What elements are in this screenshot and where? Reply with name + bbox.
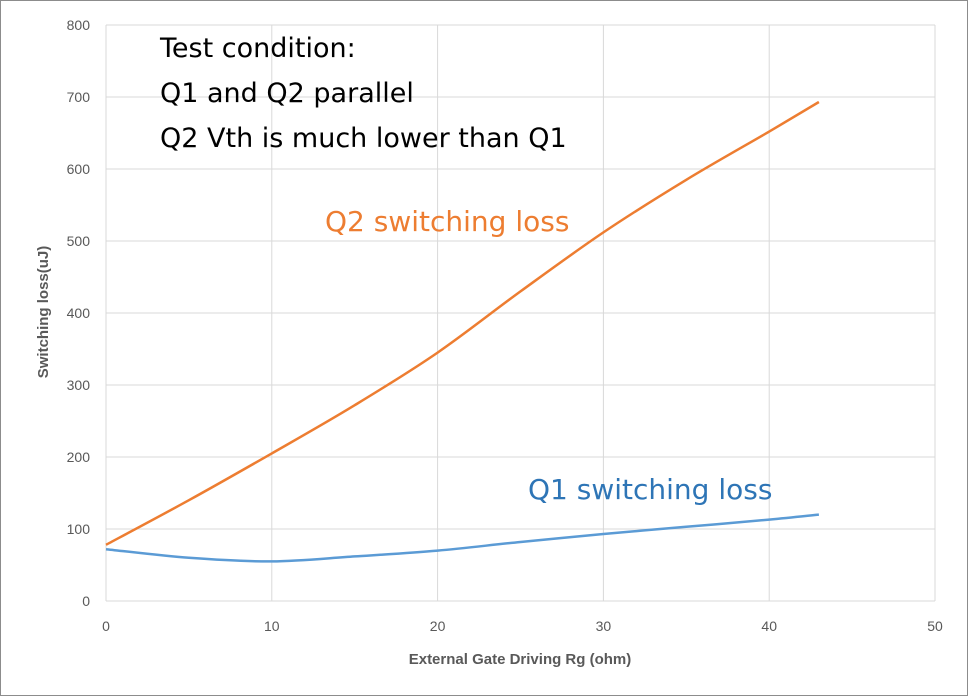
test-condition-line-2: Q1 and Q2 parallel xyxy=(160,78,414,109)
series-label-q1: Q1 switching loss xyxy=(528,473,772,506)
test-condition-line-1: Test condition: xyxy=(159,33,356,64)
y-tick-label: 600 xyxy=(67,161,91,177)
y-tick-label: 500 xyxy=(67,233,91,249)
y-axis-title: Switching loss(uJ) xyxy=(35,246,52,379)
x-tick-label: 30 xyxy=(596,618,612,634)
gridlines xyxy=(105,24,936,602)
x-tick-labels: 0 10 20 30 40 50 xyxy=(102,618,943,634)
series-lines xyxy=(105,100,820,563)
series-line-q2 xyxy=(105,100,820,546)
x-tick-label: 20 xyxy=(430,618,446,634)
series-label-q2: Q2 switching loss xyxy=(325,205,569,238)
series-line-q1 xyxy=(105,513,820,563)
x-tick-label: 10 xyxy=(264,618,280,634)
y-tick-label: 200 xyxy=(67,449,91,465)
y-tick-labels: 0 100 200 300 400 500 600 700 800 xyxy=(67,17,91,609)
x-tick-label: 0 xyxy=(102,618,110,634)
y-tick-label: 700 xyxy=(67,89,91,105)
x-tick-label: 40 xyxy=(761,618,777,634)
y-tick-label: 300 xyxy=(67,377,91,393)
y-tick-label: 400 xyxy=(67,305,91,321)
y-tick-label: 0 xyxy=(82,593,90,609)
x-axis-title: External Gate Driving Rg (ohm) xyxy=(409,651,632,668)
y-tick-label: 100 xyxy=(67,521,91,537)
test-condition-line-3: Q2 Vth is much lower than Q1 xyxy=(160,123,567,154)
x-tick-label: 50 xyxy=(927,618,943,634)
y-tick-label: 800 xyxy=(67,17,91,33)
